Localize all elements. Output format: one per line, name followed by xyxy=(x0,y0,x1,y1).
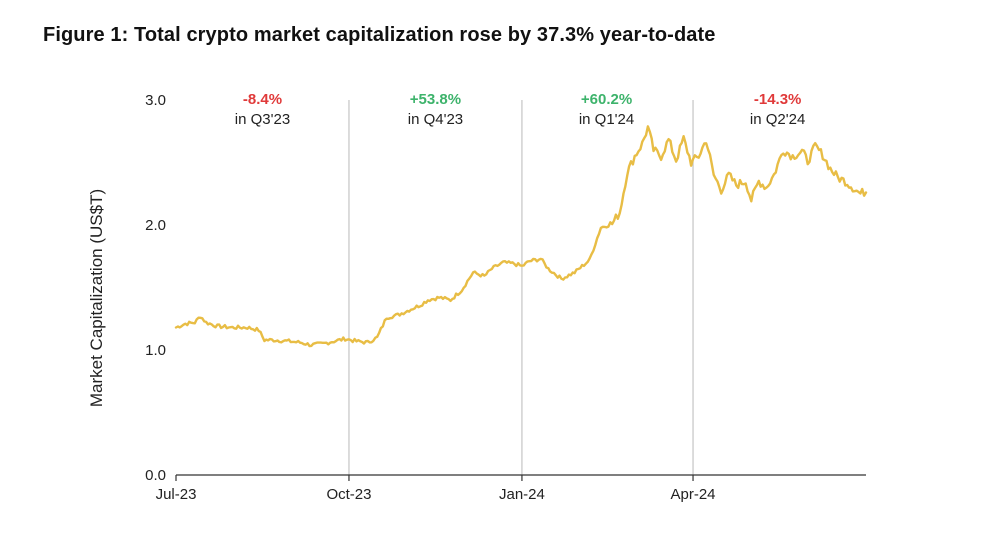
y-axis-label: Market Capitalization (US$T) xyxy=(87,189,106,407)
figure-title: Figure 1: Total crypto market capitaliza… xyxy=(43,24,716,46)
x-axis-ticks: Jul-23 Oct-23 Jan-24 Apr-24 xyxy=(156,475,716,503)
x-tick-label: Jan-24 xyxy=(499,486,545,503)
quarter-dividers xyxy=(348,100,694,475)
x-tick-label: Oct-23 xyxy=(326,486,371,503)
y-axis-ticks: 0.0 1.0 2.0 3.0 xyxy=(145,92,166,484)
y-tick-label: 2.0 xyxy=(145,217,166,234)
annotation-pct-1: -8.4% xyxy=(243,91,282,108)
x-tick-label: Jul-23 xyxy=(156,486,197,503)
annotation-pct-2: +53.8% xyxy=(410,91,461,108)
y-tick-label: 1.0 xyxy=(145,342,166,359)
annotation-pct-4: -14.3% xyxy=(754,91,802,108)
annotations: -8.4% in Q3'23 +53.8% in Q4'23 +60.2% in Q1'2… xyxy=(235,91,806,128)
market-cap-series-line xyxy=(174,125,868,348)
annotation-quarter-1: in Q3'23 xyxy=(235,111,290,128)
annotation-quarter-4: in Q2'24 xyxy=(750,111,805,128)
x-tick-label: Apr-24 xyxy=(671,486,716,503)
y-tick-label: 3.0 xyxy=(145,92,166,109)
annotation-quarter-2: in Q4'23 xyxy=(408,111,463,128)
annotation-pct-3: +60.2% xyxy=(581,91,632,108)
annotation-quarter-3: in Q1'24 xyxy=(579,111,634,128)
y-tick-label: 0.0 xyxy=(145,467,166,484)
